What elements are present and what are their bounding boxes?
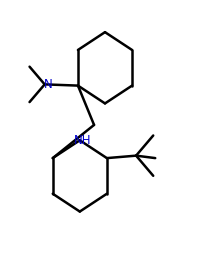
Text: N: N xyxy=(44,78,53,91)
Text: NH: NH xyxy=(74,134,91,147)
